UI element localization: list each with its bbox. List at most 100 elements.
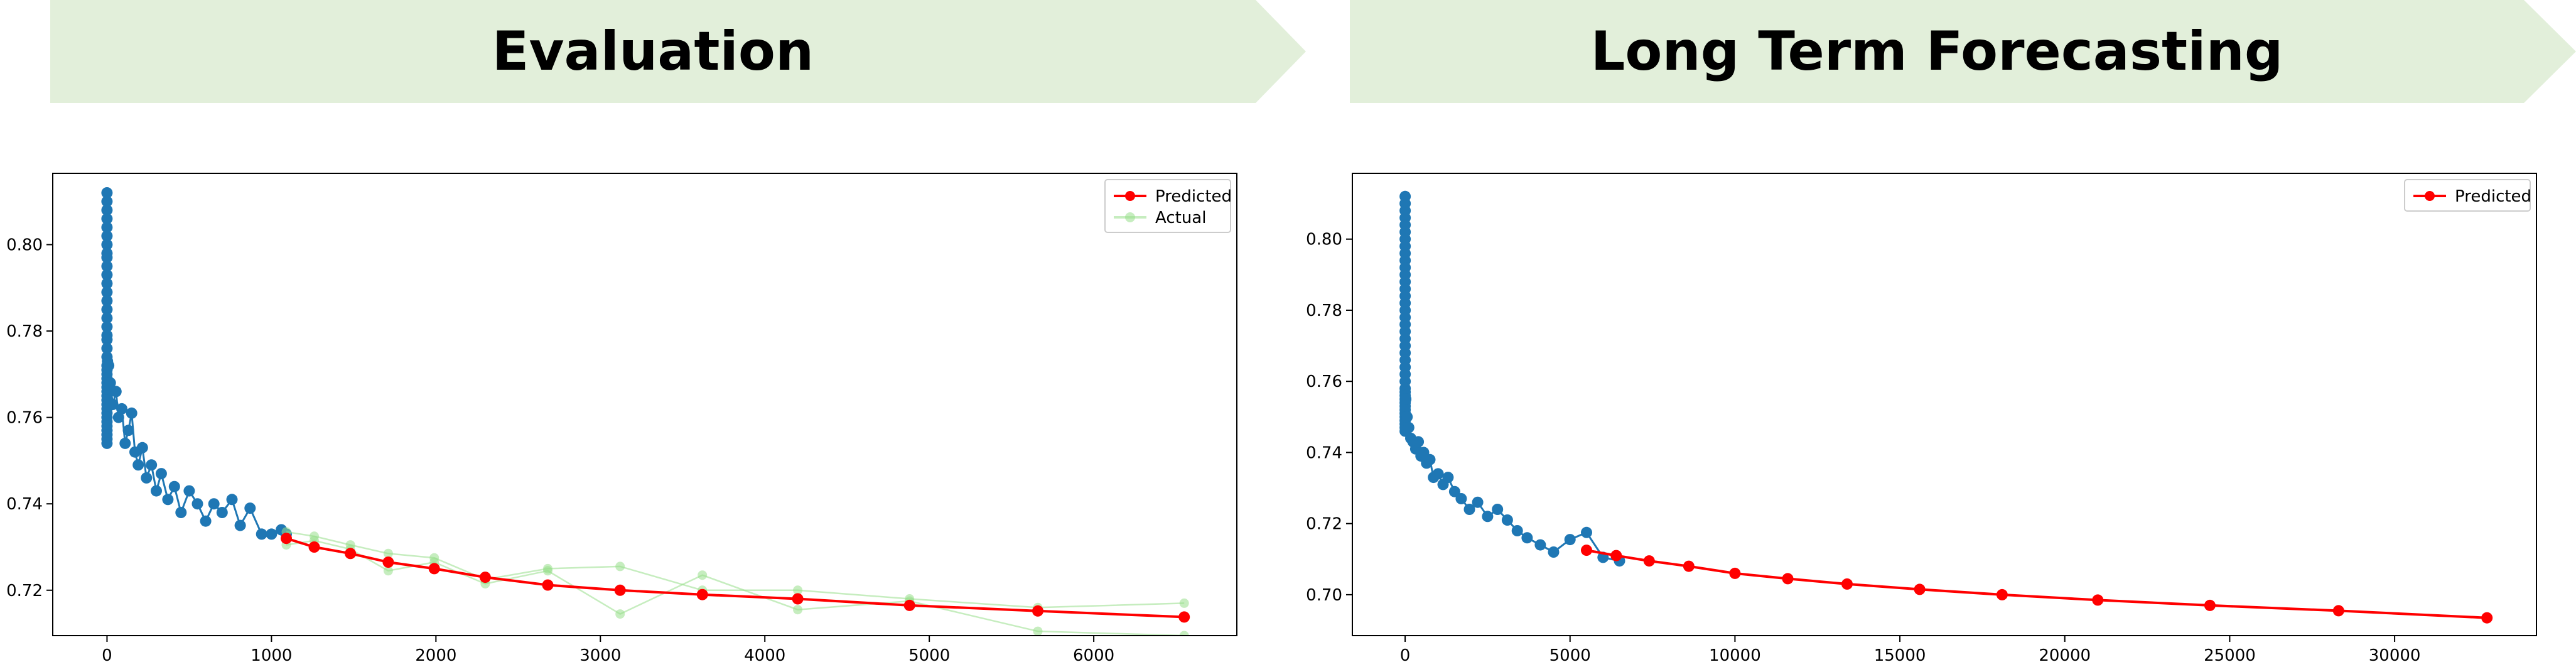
series-0-point [200,515,212,527]
series-0-point [1581,526,1592,538]
long-term-forecasting-banner: Long Term Forecasting [1350,0,2576,103]
plot-series-group [101,187,1190,636]
forecasting-chart: 0 5000 10000 15000 20000 25000 30000 0.70 0.72 0.… [1306,173,2537,665]
banner-title-evaluation: Evaluation [492,20,814,83]
series-1-point [1782,573,1794,585]
series-0-point [101,303,113,315]
x-tick-label: 4000 [744,646,785,665]
plot-series-group [1399,190,2493,624]
series-0-point [116,403,127,415]
series-0-point [1548,546,1560,558]
series-0-point [101,342,113,354]
series-1-point [1683,560,1695,572]
y-tick-label: 0.72 [6,582,43,600]
series-2-point [429,553,439,563]
legend-entry-label: Actual [1155,209,1206,227]
x-tick-label: 3000 [579,646,621,665]
x-tick-label: 5000 [1549,646,1591,665]
series-0-point [101,222,113,233]
series-0-point [101,278,113,290]
series-0-point [1564,534,1576,546]
series-3-point [382,556,394,568]
evaluation-banner: Evaluation [50,0,1306,103]
series-0-point [1521,532,1533,544]
x-tick-label: 2000 [415,646,456,665]
banner-title-forecasting: Long Term Forecasting [1590,20,2283,83]
plot-area [53,173,1237,636]
series-0-point [191,498,203,510]
series-1-point [1643,555,1655,567]
y-tick-label: 0.78 [1306,301,1342,320]
series-0-point [101,295,113,306]
series-1-point [2092,594,2104,606]
series-0-point [104,377,116,389]
series-0-point [1432,468,1444,480]
series-1-point [1729,567,1741,579]
series-0-point [234,519,246,531]
series-0-point [1534,539,1546,551]
series-3-point [792,593,804,605]
series-0-point [119,437,131,449]
series-0-point [175,507,187,518]
series-3-point [614,584,626,596]
series-0-point [101,213,113,225]
banner-arrow-shape [50,0,1306,103]
series-0-point [1455,493,1467,504]
series-0-point [101,286,113,298]
banner-arrow-shape [1350,0,2576,103]
x-tick-label: 1000 [251,646,292,665]
series-0-point [1492,504,1504,515]
series-0-point [183,485,195,497]
series-0-point [101,312,113,324]
series-2-point [1179,598,1189,608]
x-tick-label: 15000 [1874,646,1926,665]
series-2-point [383,548,393,558]
series-0-point [101,239,113,251]
legend-box [2404,179,2531,212]
series-3-point [542,579,554,591]
legend-entry-label: Predicted [1155,187,1232,206]
series-0-point [101,195,113,207]
legend-entry-label: Predicted [2455,187,2531,206]
series-0-point [168,480,180,492]
series-0-point [226,494,238,506]
series-1-point [1581,545,1592,556]
legend-swatch-marker [2425,191,2435,201]
series-0-point [155,468,167,480]
series-0-point [1413,436,1425,448]
series-0-point [256,528,267,540]
series-0-point [216,507,228,518]
x-tick-label: 6000 [1073,646,1114,665]
series-1-point [2332,605,2344,617]
series-1-point [1179,631,1189,636]
series-1-point [2204,599,2216,611]
series-0-point [101,269,113,281]
x-tick-label: 10000 [1709,646,1761,665]
series-0-point [146,459,158,471]
series-1-point [1914,583,1926,595]
y-tick-label: 0.72 [1306,515,1342,534]
x-tick-label: 25000 [2204,646,2256,665]
series-0-point [107,399,119,410]
series-0-point [101,321,113,333]
series-2-point [615,561,625,572]
legend-swatch-marker [1125,212,1135,222]
series-2-point [310,531,319,541]
series-0-point [141,472,153,484]
series-0-point [244,502,256,514]
series-0-point [1403,421,1415,433]
series-1-point [1033,626,1043,636]
x-tick-label: 30000 [2369,646,2421,665]
series-1-point [383,566,393,576]
plot-area [1352,173,2536,636]
series-3-point [1178,611,1190,623]
x-tick-label: 0 [1400,646,1411,665]
series-0-point [1401,411,1413,423]
series-1-point [698,570,708,580]
series-3-point [479,572,491,583]
series-0-point [101,252,113,264]
series-0-point [1472,496,1484,508]
series-0-point [1442,472,1454,484]
x-tick-label: 5000 [908,646,950,665]
series-3-point [1032,605,1043,617]
